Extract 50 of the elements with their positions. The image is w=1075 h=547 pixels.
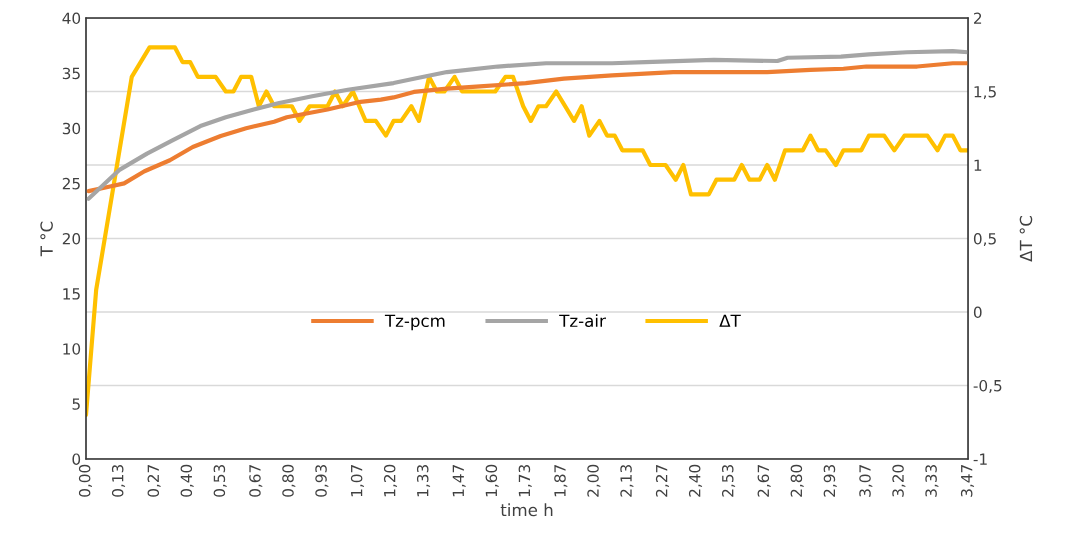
legend-label: Tz-pcm xyxy=(384,314,445,331)
x-tick-label: 2,40 xyxy=(688,464,703,497)
y2-tick-label: 0 xyxy=(973,306,982,318)
y2-axis-title: ΔT °C xyxy=(1019,215,1033,262)
x-tick-label: 0,40 xyxy=(180,464,194,497)
y2-tick-label: 1 xyxy=(974,159,982,171)
y-tick-label: 25 xyxy=(62,177,80,190)
x-tick-label: 1,07 xyxy=(350,465,364,497)
x-tick-label: 0,00 xyxy=(78,464,92,497)
x-tick-label: 1,47 xyxy=(452,465,466,497)
x-tick-label: 0,80 xyxy=(282,464,296,497)
x-tick-label: 1,20 xyxy=(383,464,398,497)
y-axis-title: T °C xyxy=(40,221,53,257)
x-tick-label: 0,67 xyxy=(249,465,263,497)
line-series xyxy=(86,45,969,417)
x-tick-label: 1,60 xyxy=(485,464,499,497)
y2-tick-label: -1 xyxy=(973,453,987,465)
y-tick-label: 35 xyxy=(62,67,80,80)
x-tick-label: 2,93 xyxy=(823,465,837,497)
y-tick-label: 30 xyxy=(62,122,81,135)
x-tick-label: 2,53 xyxy=(721,465,736,497)
x-tick-label: 0,93 xyxy=(315,465,329,497)
x-tick-label: 2,80 xyxy=(790,464,804,497)
x-tick-label: 0,13 xyxy=(111,465,126,497)
y-tick-label: 40 xyxy=(62,12,81,25)
y2-tick-label: 0,5 xyxy=(973,232,996,247)
x-tick-label: 3,07 xyxy=(859,465,873,497)
legend-label: Tz-air xyxy=(559,314,606,328)
y2-tick-label: 1,5 xyxy=(974,86,996,100)
y-tick-label: 5 xyxy=(72,398,80,410)
x-tick-label: 1,73 xyxy=(518,465,532,497)
x-tick-label: 0,27 xyxy=(147,465,161,497)
x-tick-label: 2,67 xyxy=(757,465,771,497)
x-tick-label: 0,53 xyxy=(213,465,227,497)
y-tick-label: 15 xyxy=(63,288,80,300)
x-tick-label: 2,00 xyxy=(587,464,601,497)
x-tick-label: 2,13 xyxy=(620,465,634,497)
y-tick-label: 10 xyxy=(63,343,81,355)
y2-tick-label: -0,5 xyxy=(973,379,1002,394)
x-tick-label: 1,87 xyxy=(554,465,568,497)
x-tick-label: 2,27 xyxy=(655,465,669,497)
x-tick-label: 3,20 xyxy=(892,464,906,497)
y2-tick-label: 2 xyxy=(974,12,982,24)
x-tick-label: 3,47 xyxy=(960,465,975,497)
x-tick-label: 3,33 xyxy=(925,465,939,497)
x-tick-label: 1,33 xyxy=(416,465,431,497)
x-axis-title: time h xyxy=(500,503,553,517)
y-tick-label: 20 xyxy=(62,232,81,245)
legend-label: ΔT xyxy=(719,314,741,327)
y-tick-label: 0 xyxy=(72,453,81,465)
